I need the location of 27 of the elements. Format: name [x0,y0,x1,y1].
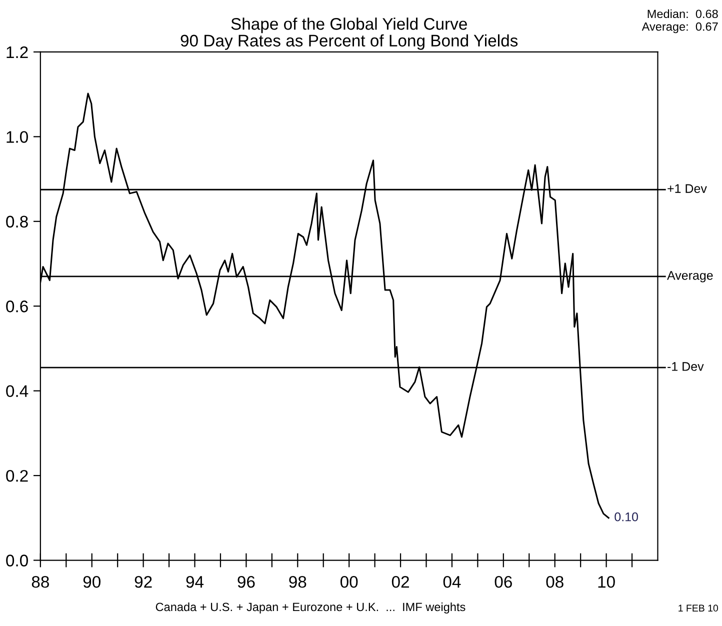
x-tick-label: 10 [598,576,615,588]
x-tick-label: 00 [340,576,358,588]
x-tick-label: 94 [186,576,204,588]
x-tick-label: 92 [134,576,152,588]
y-tick-label: 0.0 [6,554,28,566]
text: Canada + U.S. + Japan + Eurozone + U.K. ... IMF weights [156,602,466,614]
x-tick-label: 04 [443,576,461,588]
chart-title: Shape of the Global Yield Curve 90 Day Rates as Percent of Long Bond Yields [180,18,518,50]
ref-line-label: Average [667,271,713,282]
ref-line-label: +1 Dev [668,184,707,193]
y-tick-label: 0.2 [6,470,28,482]
y-tick-label: 0.4 [6,385,28,398]
x-tick-label: 90 [83,576,100,588]
x-tick-label: 96 [238,576,255,588]
y-tick-label: 1.2 [6,46,28,58]
x-tick-label: 98 [289,576,306,588]
text: Median: 0.68 Average: 0.67 [642,9,718,34]
y-tick-label: 0.8 [6,216,28,228]
ref-line-label: -1 Dev [668,362,704,371]
x-tick-label: 08 [546,576,564,588]
x-tick-label: 06 [494,576,512,588]
y-tick-label: 1.0 [6,131,28,143]
x-tick-label: 88 [32,576,49,588]
text: 1 FEB 10 [678,604,718,612]
annotation: 0.10 [614,512,638,522]
x-tick-label: 02 [392,576,409,588]
y-tick-label: 0.6 [6,300,28,312]
